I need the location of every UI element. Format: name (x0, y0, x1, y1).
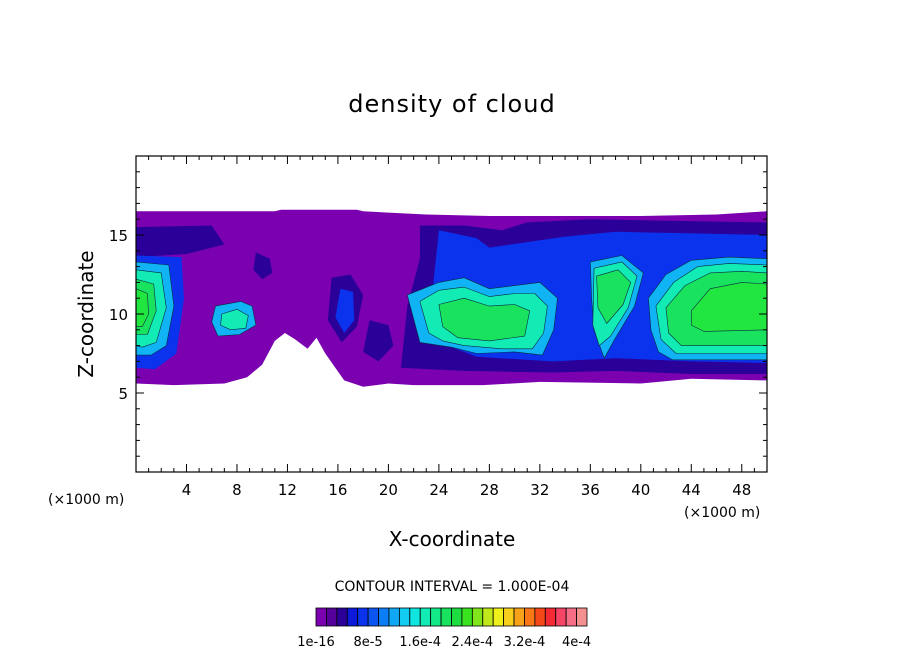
colorbar-swatch (451, 607, 463, 627)
x-tick-label: 40 (631, 481, 650, 499)
x-axis-label: X-coordinate (389, 527, 516, 551)
colorbar-swatch (503, 607, 515, 627)
cloud-region-level-4 (220, 308, 249, 331)
y-tick-label: 15 (109, 227, 128, 245)
colorbar-swatch (388, 607, 400, 627)
chart-title: density of cloud (348, 90, 555, 118)
cloud-region-level-2 (335, 288, 355, 333)
colorbar-swatch (419, 607, 432, 627)
colorbar-swatch (492, 607, 505, 627)
cloud-region-level-5 (596, 269, 632, 324)
colorbar-swatch (378, 607, 390, 627)
colorbar-swatch (440, 607, 452, 627)
x-tick-label: 4 (182, 481, 192, 499)
colorbar-swatch (315, 607, 327, 627)
x-tick-label: 44 (682, 481, 701, 499)
colorbar-tick-label: 2.4e-4 (451, 635, 493, 650)
colorbar-swatch (544, 607, 557, 627)
cloud-region-level-1 (136, 225, 225, 258)
colorbar-tick-labels: 1e-16 8e-5 1.6e-4 2.4e-4 3.2e-4 4e-4 (297, 635, 591, 650)
colorbar-swatch (524, 607, 536, 627)
cloud-region-level-5 (438, 297, 531, 342)
x-tick-label: 28 (480, 481, 499, 499)
x-tick-label: 16 (328, 481, 347, 499)
x-tick-label: 12 (278, 481, 297, 499)
x-tick-label: 36 (581, 481, 600, 499)
colorbar-swatch (409, 607, 421, 627)
colorbar-swatch (513, 607, 525, 627)
x-tick-label: 24 (429, 481, 448, 499)
cloud-density-field (136, 209, 767, 387)
y-axis-label: Z-coordinate (74, 250, 98, 377)
x-tick-label: 8 (232, 481, 242, 499)
colorbar-swatch (576, 607, 588, 627)
colorbar-swatch (367, 607, 379, 627)
colorbar-swatch (430, 607, 442, 627)
colorbar (315, 607, 588, 627)
y-axis: 5 10 15 (109, 171, 767, 457)
colorbar-swatch (461, 607, 473, 627)
y-tick-label: 5 (118, 385, 128, 403)
colorbar-swatch (398, 607, 411, 627)
y-tick-label: 10 (109, 306, 128, 324)
cloud-region-level-6 (690, 282, 767, 332)
colorbar-swatch (534, 607, 546, 627)
colorbar-tick-label: 3.2e-4 (504, 635, 546, 650)
x-unit-label-right: (×1000 m) (684, 505, 760, 521)
colorbar-swatch (471, 607, 484, 627)
colorbar-swatch (555, 607, 567, 627)
colorbar-tick-label: 8e-5 (353, 635, 382, 650)
cloud-region-level-1 (363, 320, 394, 362)
colorbar-swatch (565, 607, 577, 627)
colorbar-swatch (482, 607, 494, 627)
x-tick-label: 32 (530, 481, 549, 499)
colorbar-swatch (357, 607, 369, 627)
x-tick-label: 20 (379, 481, 398, 499)
colorbar-swatch (326, 607, 338, 627)
x-tick-label: 48 (732, 481, 751, 499)
contour-interval-text: CONTOUR INTERVAL = 1.000E-04 (335, 579, 570, 595)
x-axis: 4 8 12 16 20 24 28 32 36 40 44 48 (148, 156, 755, 499)
plot-area (136, 156, 767, 472)
cloud-region-level-1 (253, 252, 273, 280)
colorbar-tick-label: 4e-4 (562, 635, 591, 650)
colorbar-tick-label: 1e-16 (297, 635, 335, 650)
x-unit-label-left: (×1000 m) (48, 492, 124, 508)
colorbar-swatch (336, 607, 348, 627)
colorbar-tick-label: 1.6e-4 (399, 635, 441, 650)
colorbar-swatch (346, 607, 359, 627)
